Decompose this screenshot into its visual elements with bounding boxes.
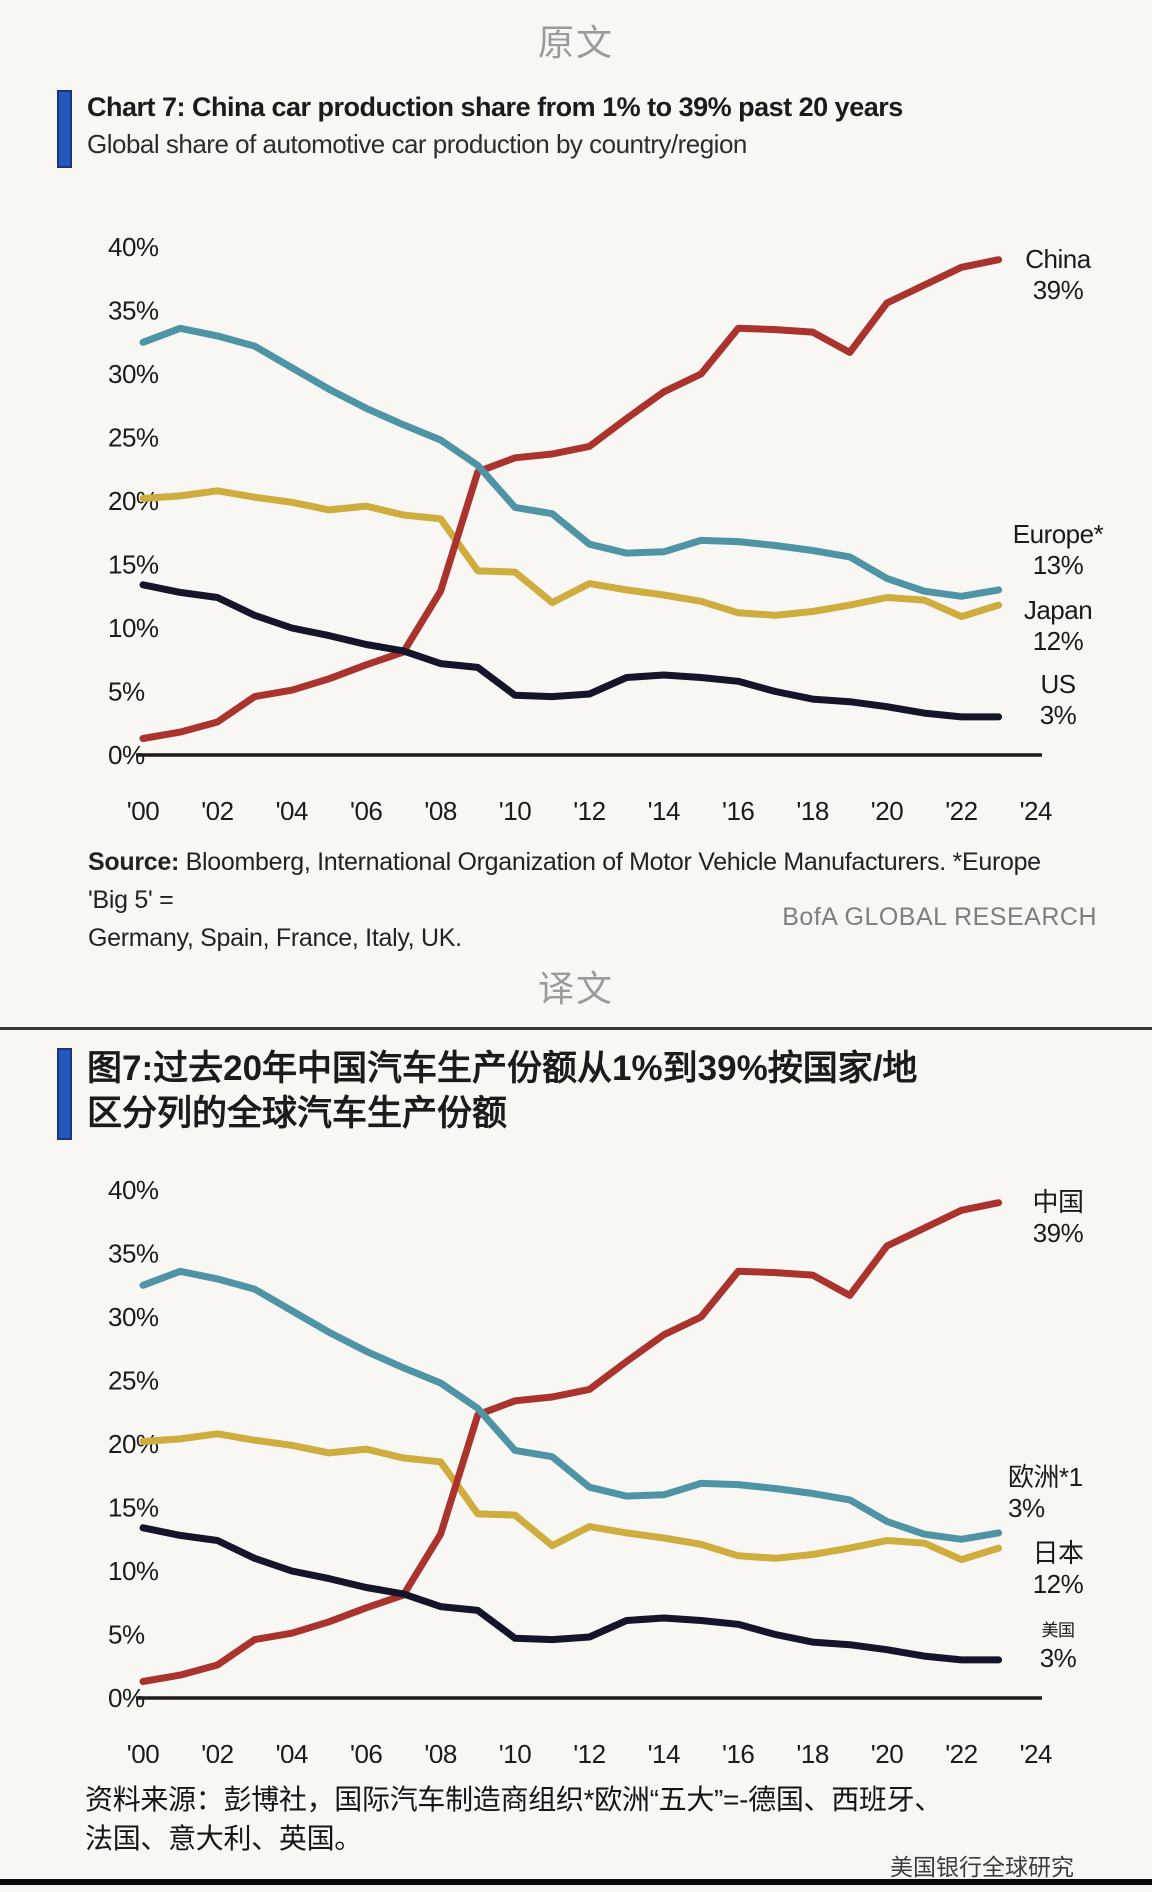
x-axis-tick-label: '16 xyxy=(722,796,754,820)
original-chart-title: Chart 7: China car production share from… xyxy=(87,92,903,122)
y-axis-tick-label: 40% xyxy=(108,1175,159,1205)
series-label-japan: Japan xyxy=(1024,595,1092,625)
x-axis-tick-label: '00 xyxy=(127,1739,159,1763)
series-line-us xyxy=(139,1524,1003,1664)
series-label-japan: 日本 xyxy=(1032,1538,1084,1568)
x-axis-tick-label: '06 xyxy=(350,1739,382,1763)
title-accent-bar xyxy=(57,1048,72,1140)
series-value-us: 3% xyxy=(1040,700,1077,730)
translated-chart-title-line2: 区分列的全球汽车生产份额 xyxy=(87,1094,508,1133)
y-axis-tick-label: 25% xyxy=(108,423,159,453)
y-axis-tick-label: 10% xyxy=(108,613,159,643)
y-axis-tick-label: 30% xyxy=(108,359,159,389)
original-source-note: Source: Bloomberg, International Organiz… xyxy=(88,843,1048,957)
y-axis-tick-label: 35% xyxy=(108,296,159,326)
y-axis-tick-label: 10% xyxy=(108,1556,159,1586)
x-axis-tick-label: '16 xyxy=(722,1739,754,1763)
series-line-europe xyxy=(139,1267,1003,1543)
x-axis-tick-label: '20 xyxy=(871,1739,903,1763)
series-label-europe: Europe* xyxy=(1013,519,1104,549)
original-line-chart: 40%35%30%25%20%15%10%5%0%'00'02'04'06'08… xyxy=(108,232,1104,820)
x-axis-tick-label: '04 xyxy=(276,796,308,820)
source-cn-line-2: 法国、意大利、英国。 xyxy=(85,1823,363,1854)
x-axis-tick-label: '12 xyxy=(573,796,605,820)
x-axis-tick-label: '10 xyxy=(499,1739,531,1763)
series-line-us xyxy=(139,581,1003,721)
series-label-china: China xyxy=(1025,244,1091,274)
x-axis-tick-label: '08 xyxy=(424,796,456,820)
translated-section-tag: 译文 xyxy=(537,968,614,1009)
x-axis-tick-label: '18 xyxy=(796,796,828,820)
original-chart-subtitle: Global share of automotive car productio… xyxy=(87,129,747,159)
series-label-china: 中国 xyxy=(1032,1187,1083,1217)
y-axis-tick-label: 35% xyxy=(108,1239,159,1269)
y-axis-tick-label: 15% xyxy=(108,1493,159,1523)
x-axis-tick-label: '22 xyxy=(945,796,977,820)
series-label-europe: 欧洲*1 xyxy=(1008,1462,1083,1492)
x-axis-tick-label: '10 xyxy=(499,796,531,820)
y-axis-tick-label: 5% xyxy=(108,677,145,707)
series-line-japan xyxy=(139,487,1003,621)
x-axis-tick-label: '06 xyxy=(350,796,382,820)
x-axis-tick-label: '02 xyxy=(201,1739,233,1763)
source-cn-line-1: 资料来源：彭博社，国际汽车制造商组织*欧洲“五大”=-德国、西班牙、 xyxy=(85,1784,943,1815)
x-axis-tick-label: '14 xyxy=(648,796,680,820)
series-label-us: 美国 xyxy=(1042,1621,1075,1640)
bofa-brand-text: BofA GLOBAL RESEARCH xyxy=(782,903,1097,931)
series-value-europe: 3% xyxy=(1008,1493,1045,1523)
series-line-europe xyxy=(139,324,1003,600)
x-axis-tick-label: '24 xyxy=(1020,796,1052,820)
x-axis-tick-label: '22 xyxy=(945,1739,977,1763)
y-axis-tick-label: 30% xyxy=(108,1302,159,1332)
source-label: Source: xyxy=(88,848,179,876)
y-axis-tick-label: 5% xyxy=(108,1620,145,1650)
translated-line-chart: 40%35%30%25%20%15%10%5%0%'00'02'04'06'08… xyxy=(108,1175,1084,1763)
x-axis-tick-label: '18 xyxy=(796,1739,828,1763)
series-line-china xyxy=(139,1199,1003,1685)
x-axis-tick-label: '02 xyxy=(201,796,233,820)
bofa-brand-text-cn: 美国银行全球研究 xyxy=(890,1854,1074,1880)
original-section-tag: 原文 xyxy=(537,22,614,63)
series-value-japan: 12% xyxy=(1033,626,1084,656)
y-axis-tick-label: 15% xyxy=(108,550,159,580)
series-label-us: US xyxy=(1040,669,1075,699)
section-divider-line xyxy=(0,1027,1152,1030)
source-line-2: Germany, Spain, France, Italy, UK. xyxy=(88,924,462,952)
x-axis-tick-label: '12 xyxy=(573,1739,605,1763)
y-axis-tick-label: 25% xyxy=(108,1366,159,1396)
series-value-us: 3% xyxy=(1040,1643,1077,1673)
source-line-1: Source: Bloomberg, International Organiz… xyxy=(88,843,1048,919)
translated-source-note: 资料来源：彭博社，国际汽车制造商组织*欧洲“五大”=-德国、西班牙、 法国、意大… xyxy=(85,1780,1045,1858)
series-line-japan xyxy=(139,1430,1003,1564)
translated-chart-header: 图7:过去20年中国汽车生产份额从1%到39%按国家/地 区分列的全球汽车生产份… xyxy=(57,1046,1117,1140)
original-chart-header: Chart 7: China car production share from… xyxy=(57,88,1117,168)
x-axis-tick-label: '20 xyxy=(871,796,903,820)
x-axis-tick-label: '24 xyxy=(1020,1739,1052,1763)
x-axis-tick-label: '08 xyxy=(424,1739,456,1763)
series-line-china xyxy=(139,256,1003,742)
translated-chart-title-line1: 图7:过去20年中国汽车生产份额从1%到39%按国家/地 xyxy=(87,1049,918,1088)
series-value-china: 39% xyxy=(1033,1218,1084,1248)
series-value-europe: 13% xyxy=(1033,550,1084,580)
bottom-border-line xyxy=(0,1879,1152,1885)
x-axis-tick-label: '00 xyxy=(127,796,159,820)
x-axis-tick-label: '14 xyxy=(648,1739,680,1763)
title-accent-bar xyxy=(57,90,72,168)
series-value-japan: 12% xyxy=(1033,1569,1084,1599)
series-value-china: 39% xyxy=(1033,275,1084,305)
y-axis-tick-label: 40% xyxy=(108,232,159,262)
source-text: Bloomberg, International Organization of… xyxy=(88,848,1041,914)
x-axis-tick-label: '04 xyxy=(276,1739,308,1763)
